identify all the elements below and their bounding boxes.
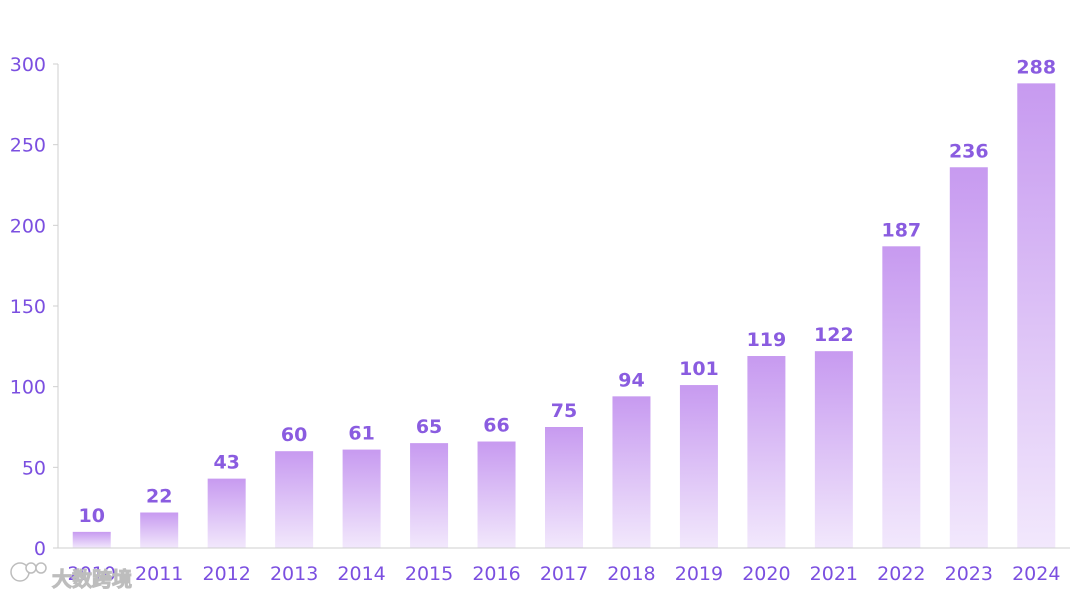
x-tick-label-2011: 2011 xyxy=(135,563,183,585)
data-label-2019: 101 xyxy=(679,358,719,380)
bars xyxy=(72,83,1056,549)
bar-2014 xyxy=(342,449,381,548)
bar-2019 xyxy=(679,385,718,548)
y-tick-label: 50 xyxy=(22,457,46,479)
x-tick-label-2014: 2014 xyxy=(337,563,385,585)
x-tick-label-2023: 2023 xyxy=(945,563,993,585)
x-tick-label-2021: 2021 xyxy=(810,563,858,585)
x-tick-label-2020: 2020 xyxy=(742,563,790,585)
data-label-2018: 94 xyxy=(618,369,644,391)
watermark: 大数跨境 xyxy=(10,562,133,592)
data-label-2014: 61 xyxy=(348,423,374,445)
x-tick-label-2018: 2018 xyxy=(607,563,655,585)
bar-2024 xyxy=(1017,83,1056,549)
x-tick-label-2019: 2019 xyxy=(675,563,723,585)
bar-2010 xyxy=(72,531,111,548)
bar-2011 xyxy=(140,512,179,548)
x-tick-label-2017: 2017 xyxy=(540,563,588,585)
bar-2012 xyxy=(207,478,246,548)
bar-2015 xyxy=(410,443,449,548)
data-label-2013: 60 xyxy=(281,424,307,446)
bar-2016 xyxy=(477,441,516,548)
bar-2020 xyxy=(747,356,786,548)
bar-2017 xyxy=(545,427,583,548)
y-tick-label: 100 xyxy=(10,377,46,399)
bar-2013 xyxy=(275,451,314,548)
x-tick-label-2012: 2012 xyxy=(202,563,250,585)
data-label-2021: 122 xyxy=(814,324,854,346)
y-tick-label: 300 xyxy=(10,54,46,76)
x-tick-label-2015: 2015 xyxy=(405,563,453,585)
y-tick-label: 250 xyxy=(10,135,46,157)
bar-2021 xyxy=(814,351,853,548)
data-label-2016: 66 xyxy=(483,415,509,437)
data-label-2017: 75 xyxy=(551,400,577,422)
data-label-2023: 236 xyxy=(949,140,989,162)
data-label-2011: 22 xyxy=(146,486,172,508)
logo-icon xyxy=(10,562,47,582)
data-labels: 10 22 43 60 61 65 66 75 94 101 119 122 187 236 288 xyxy=(79,56,1057,527)
bar-2018 xyxy=(612,396,651,548)
x-tick-label-2016: 2016 xyxy=(472,563,520,585)
data-label-2012: 43 xyxy=(213,452,239,474)
data-label-2010: 10 xyxy=(79,505,105,527)
watermark-text: 大数跨境 xyxy=(52,567,132,591)
x-tick-label-2013: 2013 xyxy=(270,563,318,585)
bar-2023 xyxy=(949,167,988,548)
data-label-2015: 65 xyxy=(416,416,442,438)
x-tick-label-2010: 2010 xyxy=(68,563,116,585)
y-tick-label: 0 xyxy=(34,538,46,560)
x-tick-label-2024: 2024 xyxy=(1012,563,1060,585)
data-label-2020: 119 xyxy=(747,329,787,351)
y-axis: 0 50 100 150 200 250 300 xyxy=(10,54,59,560)
data-label-2022: 187 xyxy=(881,219,921,241)
y-tick-label: 200 xyxy=(10,215,46,237)
y-tick-label: 150 xyxy=(10,296,46,318)
data-label-2024: 288 xyxy=(1016,56,1056,78)
bar-2022 xyxy=(882,246,921,548)
x-tick-label-2022: 2022 xyxy=(877,563,925,585)
x-axis: 2010 2011 2012 2013 2014 2015 2016 2017 2018 2019… xyxy=(68,563,1061,585)
